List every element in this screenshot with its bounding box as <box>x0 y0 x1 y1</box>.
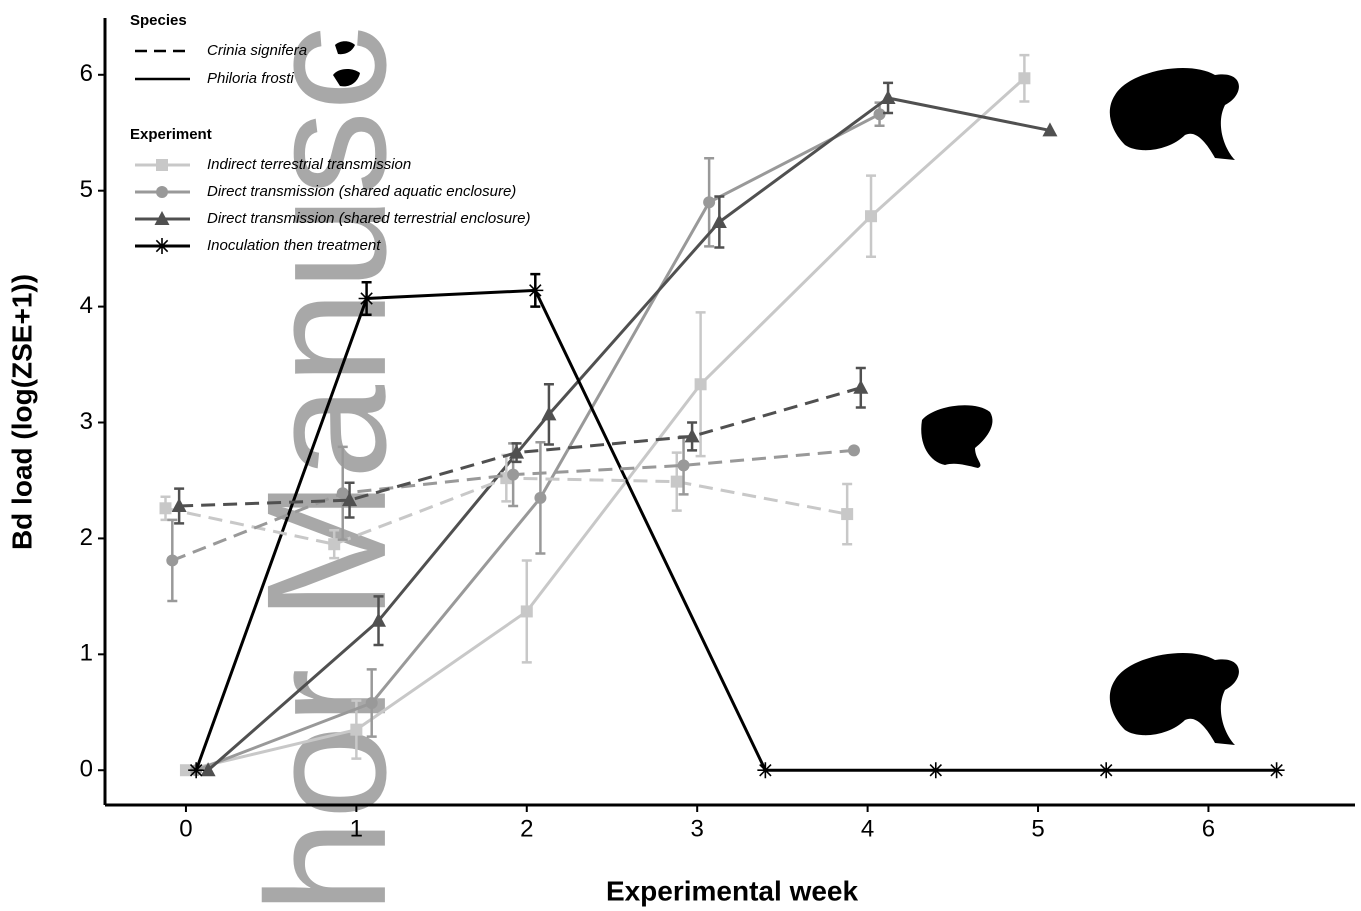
x-tick-label: 3 <box>691 815 704 842</box>
marker <box>521 605 533 617</box>
marker <box>695 378 707 390</box>
marker <box>1269 762 1285 778</box>
x-tick-label: 4 <box>861 815 874 842</box>
marker <box>166 554 178 566</box>
marker <box>159 502 171 514</box>
marker <box>848 444 860 456</box>
y-axis-title: Bd load (log(ZSE+1)) <box>6 274 37 550</box>
marker <box>156 159 168 171</box>
y-tick-label: 6 <box>80 60 93 87</box>
frog-icons <box>333 41 1239 745</box>
marker <box>534 492 546 504</box>
marker <box>1098 762 1114 778</box>
marker <box>841 508 853 520</box>
marker <box>703 196 715 208</box>
x-axis-title: Experimental week <box>606 875 859 906</box>
y-tick-label: 2 <box>80 524 93 551</box>
marker <box>1018 72 1030 84</box>
legend-label: Inoculation then treatment <box>207 237 381 254</box>
y-tick-label: 0 <box>80 756 93 783</box>
legend-label: Philoria frosti <box>207 70 294 87</box>
marker <box>881 90 896 104</box>
marker <box>156 186 168 198</box>
marker <box>350 724 362 736</box>
x-tick-label: 1 <box>350 815 363 842</box>
y-tick-label: 5 <box>80 176 93 203</box>
legend-title: Experiment <box>130 126 212 143</box>
marker <box>712 214 727 228</box>
marker <box>507 469 519 481</box>
x-tick-label: 0 <box>179 815 192 842</box>
legend-label: Crinia signifera <box>207 42 307 59</box>
x-tick-label: 6 <box>1202 815 1215 842</box>
legend-title: Species <box>130 12 187 29</box>
marker <box>188 762 204 778</box>
chart: hor Manusc Experimental week Bd load (lo… <box>0 0 1361 911</box>
marker <box>678 459 690 471</box>
marker <box>757 762 773 778</box>
marker <box>154 238 170 254</box>
marker <box>359 290 375 306</box>
legend-label: Direct transmission (shared aquatic encl… <box>207 183 516 200</box>
marker <box>527 282 543 298</box>
marker <box>853 380 868 394</box>
marker <box>366 697 378 709</box>
marker <box>928 762 944 778</box>
x-tick-label: 2 <box>520 815 533 842</box>
y-tick-label: 4 <box>80 292 93 319</box>
legend-label: Indirect terrestrial transmission <box>207 156 411 173</box>
x-tick-label: 5 <box>1031 815 1044 842</box>
y-tick-label: 3 <box>80 408 93 435</box>
marker <box>865 210 877 222</box>
marker <box>671 476 683 488</box>
legend-label: Direct transmission (shared terrestrial … <box>207 210 530 227</box>
y-tick-label: 1 <box>80 640 93 667</box>
